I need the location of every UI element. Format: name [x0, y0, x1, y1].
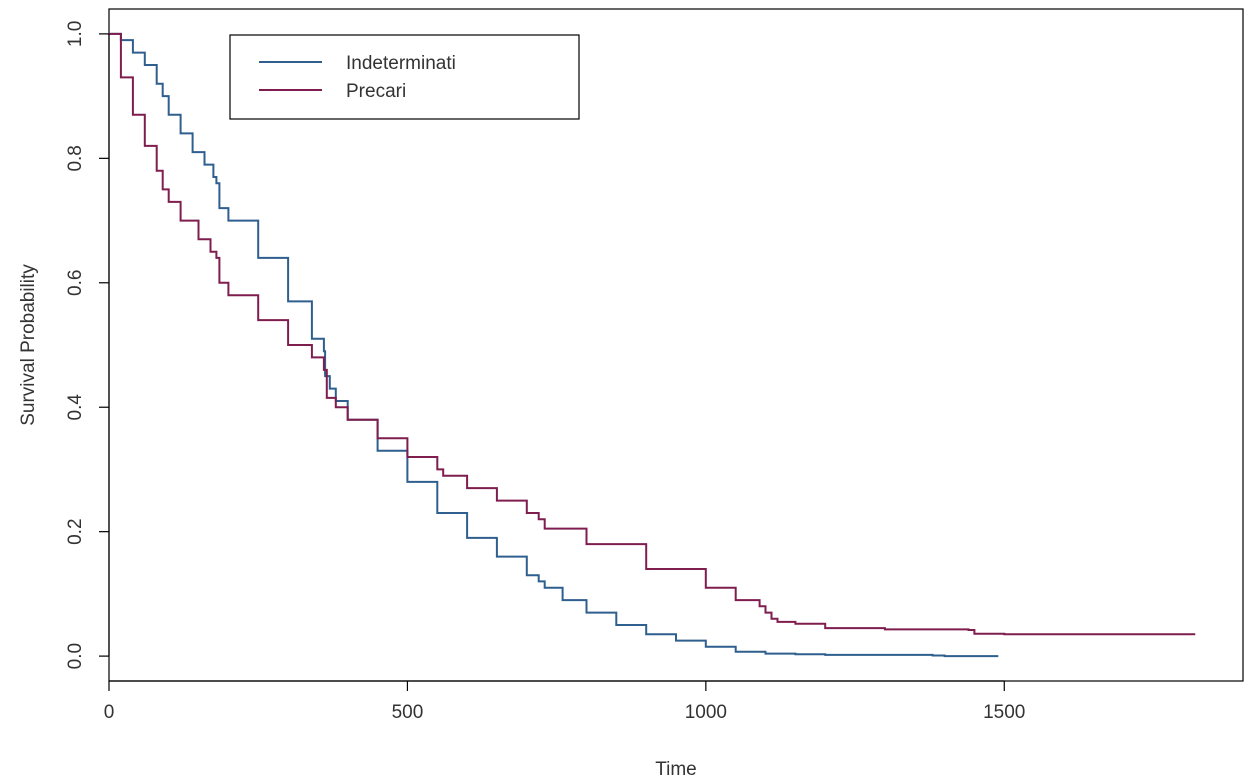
y-tick-label: 0.2 — [65, 518, 86, 544]
x-axis: 0 500 1000 1500 — [104, 680, 1025, 723]
legend-box — [229, 34, 580, 120]
y-axis-title: Survival Probability — [18, 264, 39, 426]
y-tick-label: 1.0 — [65, 21, 86, 47]
legend: Indeterminati Precari — [229, 34, 580, 120]
y-axis: 0.0 0.2 0.4 0.6 0.8 1.0 — [65, 21, 110, 669]
series-line-indeterminati — [109, 32, 999, 658]
x-tick-label: 1500 — [983, 702, 1025, 723]
x-tick-label: 0 — [104, 702, 115, 723]
series-line-precari — [109, 32, 1196, 636]
x-tick-label: 500 — [392, 702, 424, 723]
y-tick-label: 0.6 — [65, 270, 86, 296]
x-axis-title: Time — [655, 759, 697, 780]
series-layer — [109, 32, 1196, 658]
legend-label-precari: Precari — [346, 81, 406, 102]
x-tick-label: 1000 — [685, 702, 727, 723]
y-tick-label: 0.4 — [65, 394, 86, 421]
legend-label-indeterminati: Indeterminati — [346, 53, 456, 74]
y-tick-label: 0.0 — [65, 643, 86, 669]
y-tick-label: 0.8 — [65, 145, 86, 171]
